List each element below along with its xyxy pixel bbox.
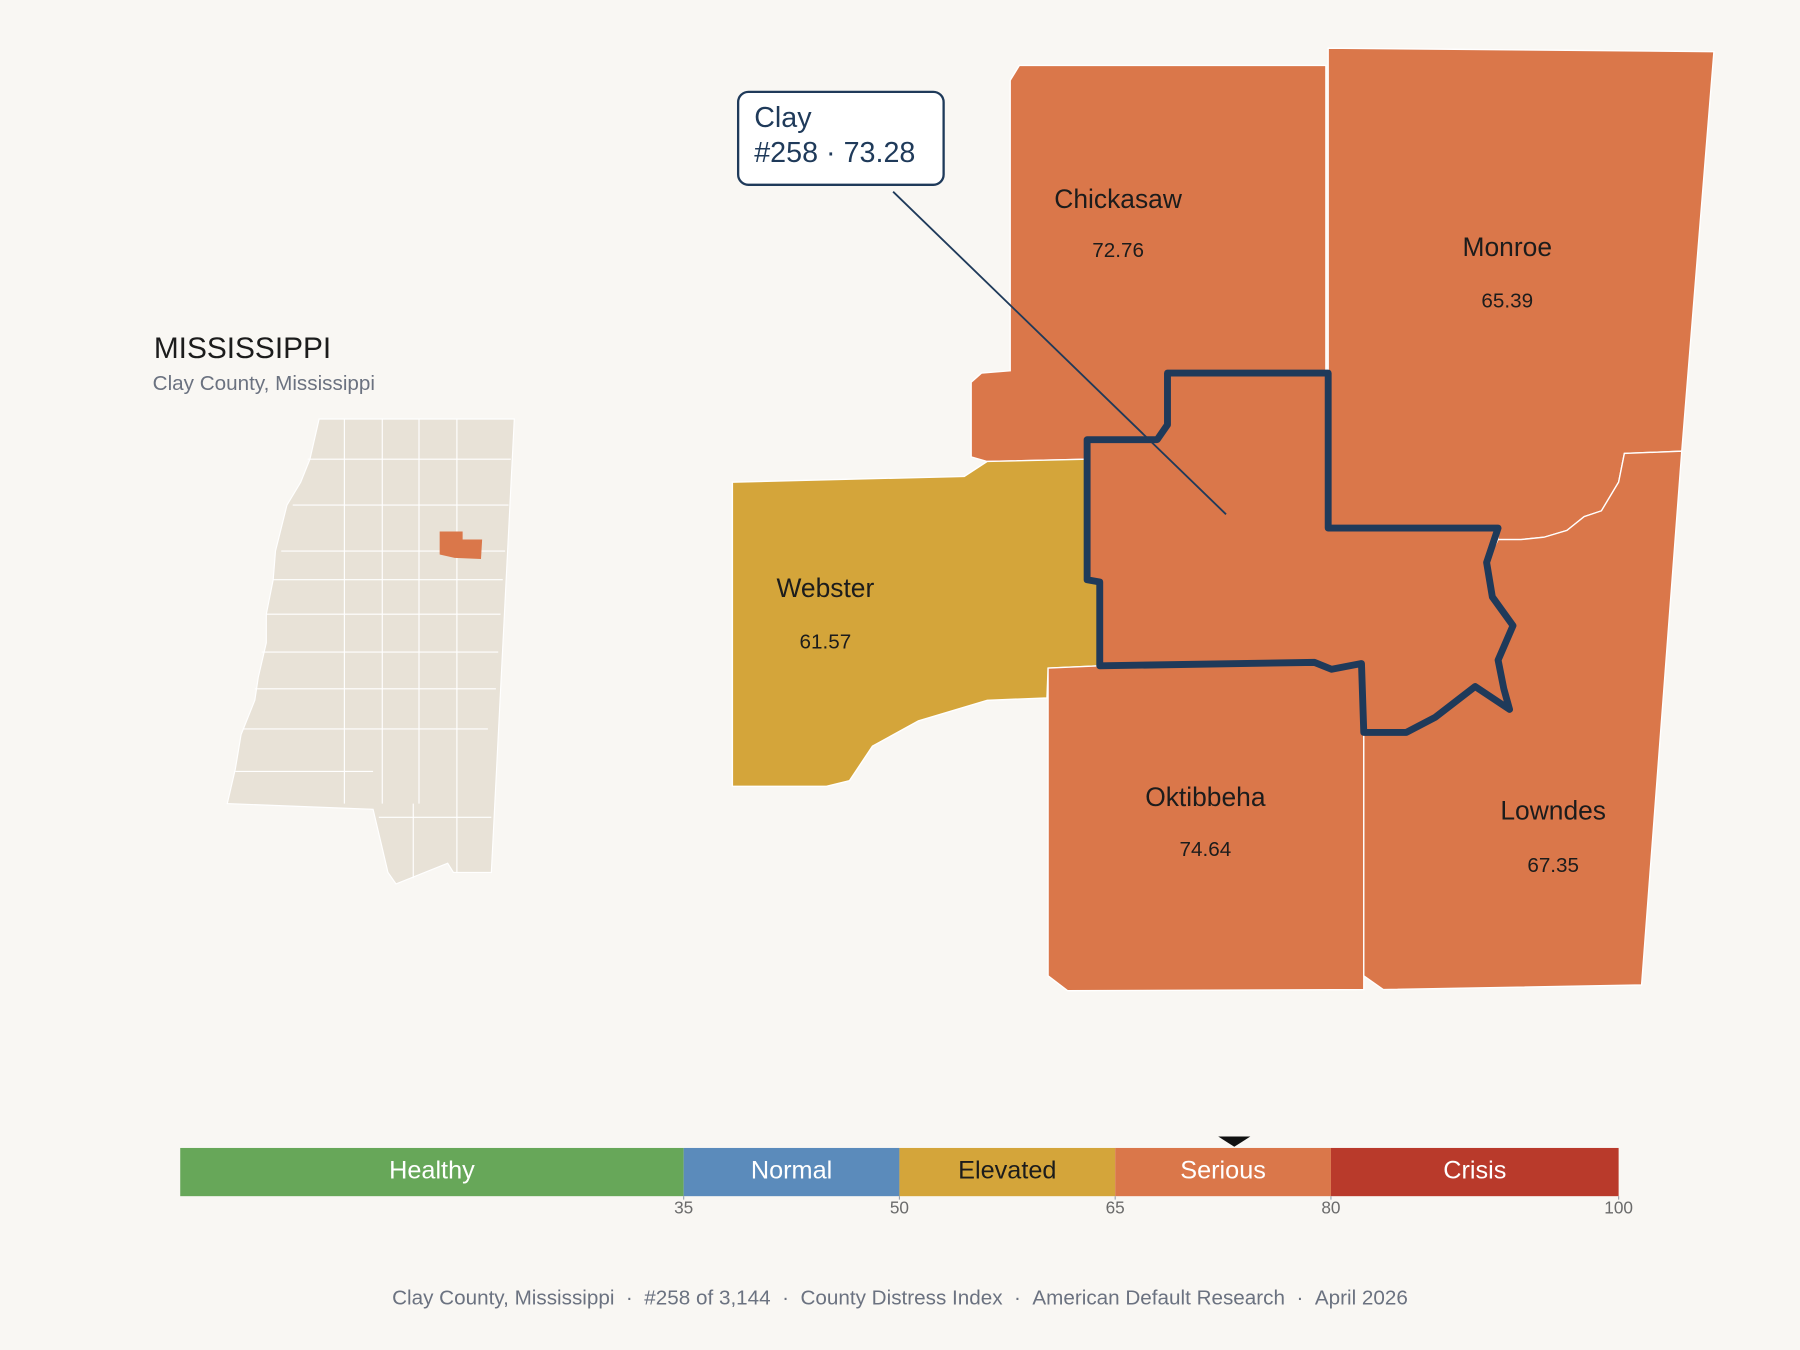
- county-value: 67.35: [1527, 854, 1579, 877]
- tick-label: 100: [1604, 1197, 1633, 1217]
- tick-label: 35: [674, 1197, 693, 1217]
- county[interactable]: [1047, 661, 1365, 992]
- footer: Clay County, Mississippi · #258 of 3,144 · C…: [392, 1287, 1408, 1310]
- legend-band-label: Normal: [751, 1157, 832, 1185]
- legend-band: [683, 1147, 900, 1197]
- county-value: 72.76: [1092, 239, 1144, 262]
- footer-item: Clay County, Mississippi: [392, 1287, 614, 1310]
- legend-band: [899, 1147, 1116, 1197]
- tooltip-name: Clay: [754, 102, 812, 134]
- legend-band-label: Elevated: [958, 1157, 1056, 1185]
- footer-item: American Default Research: [1032, 1287, 1285, 1310]
- tooltip-line: #258 · 73.28: [754, 136, 915, 168]
- county-name: Lowndes: [1500, 796, 1606, 826]
- county-value: 74.64: [1180, 838, 1232, 861]
- footer-separator: ·: [626, 1287, 633, 1310]
- state-title: MISSISSIPPI: [154, 332, 331, 365]
- county-name: Monroe: [1463, 232, 1552, 262]
- tick-label: 65: [1106, 1197, 1125, 1217]
- footer-separator: ·: [1014, 1287, 1021, 1310]
- legend-band: [1115, 1147, 1331, 1197]
- score-marker: [1218, 1136, 1251, 1147]
- county-value: 65.39: [1481, 289, 1533, 312]
- legend-band: [180, 1147, 684, 1197]
- tooltip-score: 73.28: [844, 136, 916, 168]
- legend-band-label: Crisis: [1443, 1157, 1506, 1185]
- legend-band-label: Serious: [1180, 1157, 1266, 1185]
- tooltip-rank: #258: [754, 136, 818, 168]
- county-name: Chickasaw: [1054, 184, 1183, 214]
- county-name: Oktibbeha: [1145, 782, 1266, 812]
- legend-band-label: Healthy: [389, 1157, 475, 1185]
- legend-band: [1330, 1147, 1619, 1197]
- highlighted-county[interactable]: [1083, 369, 1517, 736]
- leader-line: [892, 191, 1227, 515]
- tick-label: 50: [890, 1197, 909, 1217]
- footer-item: #258 of 3,144: [644, 1287, 770, 1310]
- tooltip-separator: ·: [826, 136, 836, 168]
- footer-item: April 2026: [1315, 1287, 1408, 1310]
- state-inset: [226, 418, 515, 885]
- legend: Healthy Normal Elevated Serious Crisis 35 50 65…: [180, 1136, 1633, 1217]
- inset-county-lines: [235, 419, 511, 879]
- county-value: 61.57: [800, 630, 852, 653]
- footer-separator: ·: [1296, 1287, 1303, 1310]
- footer-separator: ·: [782, 1287, 789, 1310]
- footer-item: County Distress Index: [801, 1287, 1004, 1310]
- tooltip: [736, 90, 945, 186]
- inset-highlight: [439, 531, 483, 560]
- county-name: Webster: [776, 573, 874, 603]
- tick-label: 80: [1321, 1197, 1340, 1217]
- state-subtitle: Clay County, Mississippi: [153, 372, 375, 395]
